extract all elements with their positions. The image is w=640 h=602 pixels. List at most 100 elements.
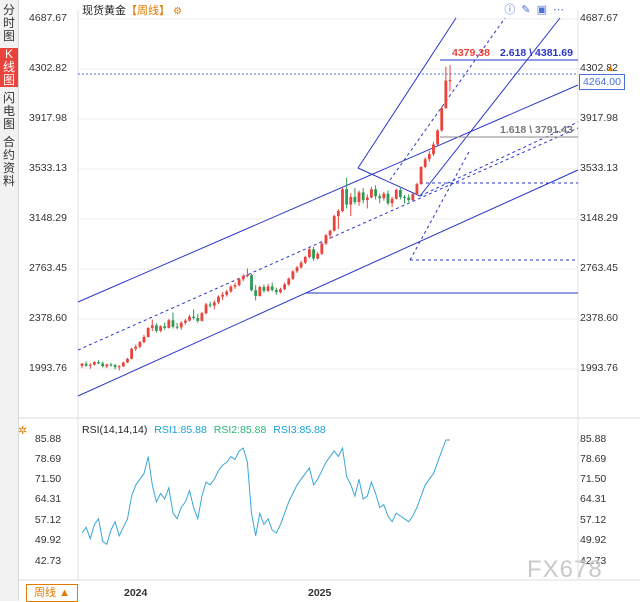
trendline [409,149,471,261]
candle-body [171,320,175,327]
candle-body [105,364,109,367]
rsi-legend: RSI(14,14,14) RSI1:85.88 RSI2:85.88 RSI3… [82,424,326,436]
trendlines [77,17,579,397]
candle-body [237,279,241,286]
draw-icon[interactable]: ✎ [521,4,537,16]
candle-body [233,285,237,287]
candle-body [345,189,349,205]
candle-body [88,364,92,366]
candle-body [109,364,113,366]
candle-body [390,198,394,204]
period-label: 【周线】 [126,5,170,17]
candle-body [142,336,146,343]
arrow-up-icon: ▲ [606,63,615,73]
settings-icon[interactable]: ⚙ [173,6,183,17]
price-tick: 1993.76 [29,362,67,374]
candle-body [138,342,142,347]
candle-body [378,196,382,199]
period-button[interactable]: 周线 ▲ [26,584,78,602]
candle-body [436,130,439,145]
candle-body [303,256,307,263]
candle-body [188,316,191,321]
candle-body [270,286,274,290]
rsi-title: RSI(14,14,14) [82,424,148,436]
candle-body [312,249,315,259]
chart-type-sidebar: 分时图 K线图 闪电图 合约资料 [0,0,19,601]
candle-body [386,193,390,204]
chart-header: 现货黄金【周线】 ⚙ [82,2,182,18]
candle-body [274,289,278,293]
trendline [357,167,421,197]
sidebar-item-contract-info[interactable]: 合约资料 [2,135,15,188]
candle-body [440,108,444,131]
x-label-2025: 2025 [308,587,332,599]
candle-body [361,192,365,201]
candle-body [254,290,258,296]
candle-body [204,304,208,314]
rsi-tick: 57.12 [580,514,607,526]
candle-body [279,289,282,293]
candle-body [245,274,249,277]
rsi-tick: 64.31 [34,493,62,505]
price-tick: 3917.98 [29,112,67,124]
layout-icon[interactable]: ▣ [536,4,553,16]
price-tick: 4302.82 [29,62,67,74]
sidebar-item-lightning[interactable]: 闪电图 [2,91,15,131]
rsi-tick: 78.69 [580,453,607,465]
candle-body [217,296,220,303]
candle-body [262,287,266,291]
more-icon[interactable]: ⋯ [553,4,570,16]
candle-body [353,196,357,203]
candle-body [332,216,336,231]
toolbar-icons: ⓘ✎▣⋯ [504,1,570,17]
candle-body [155,325,158,331]
candle-body [427,154,431,160]
rsi-tick: 85.88 [34,433,62,445]
rsi-tick: 71.50 [34,473,62,485]
rsi-settings-icon[interactable]: ✲ [18,425,28,437]
candle-body [423,159,427,167]
candle-body [159,326,162,331]
price-tick: 3533.13 [580,162,618,174]
candle-body [150,325,154,328]
trendline [389,17,506,181]
info-icon[interactable]: ⓘ [504,4,522,16]
price-tick: 2763.45 [580,262,618,274]
candle-body [299,262,303,268]
candle-body [403,196,406,198]
sidebar-item-kline[interactable]: K线图 [0,48,18,87]
candle-body [283,284,287,290]
candle-body [163,326,167,328]
rsi-tick: 78.69 [34,453,62,465]
candle-body [221,294,224,297]
rsi1-legend: RSI1:85.88 [154,424,207,436]
price-tick: 2378.60 [580,312,618,324]
rsi3-legend: RSI3:85.88 [273,424,326,436]
candle-body [258,287,262,296]
candle-body [295,267,299,272]
price-tick: 3917.98 [580,112,618,124]
x-label-2024: 2024 [124,587,148,599]
candle-body [411,194,415,201]
candle-body [374,189,377,197]
candle-body [336,210,340,217]
sidebar-item-timeshare[interactable]: 分时图 [2,3,15,43]
candle-body [349,196,353,205]
fib-1618-label: 1.618 \ 3791.43 [500,124,573,136]
candle-body [200,313,204,321]
current-price-label: 4264.00 [579,74,625,90]
candle-body [192,316,196,319]
candle-body [113,365,117,368]
rsi-line [81,439,450,546]
candle-body [357,192,361,203]
rsi-tick: 42.73 [580,555,607,567]
candle-body [291,271,295,279]
candle-body [308,249,311,257]
trendline [77,169,579,397]
candle-body [382,193,386,199]
candle-body [80,363,84,366]
candle-body [121,362,125,367]
candle-body [146,327,150,337]
watermark: FX678 [527,556,603,583]
